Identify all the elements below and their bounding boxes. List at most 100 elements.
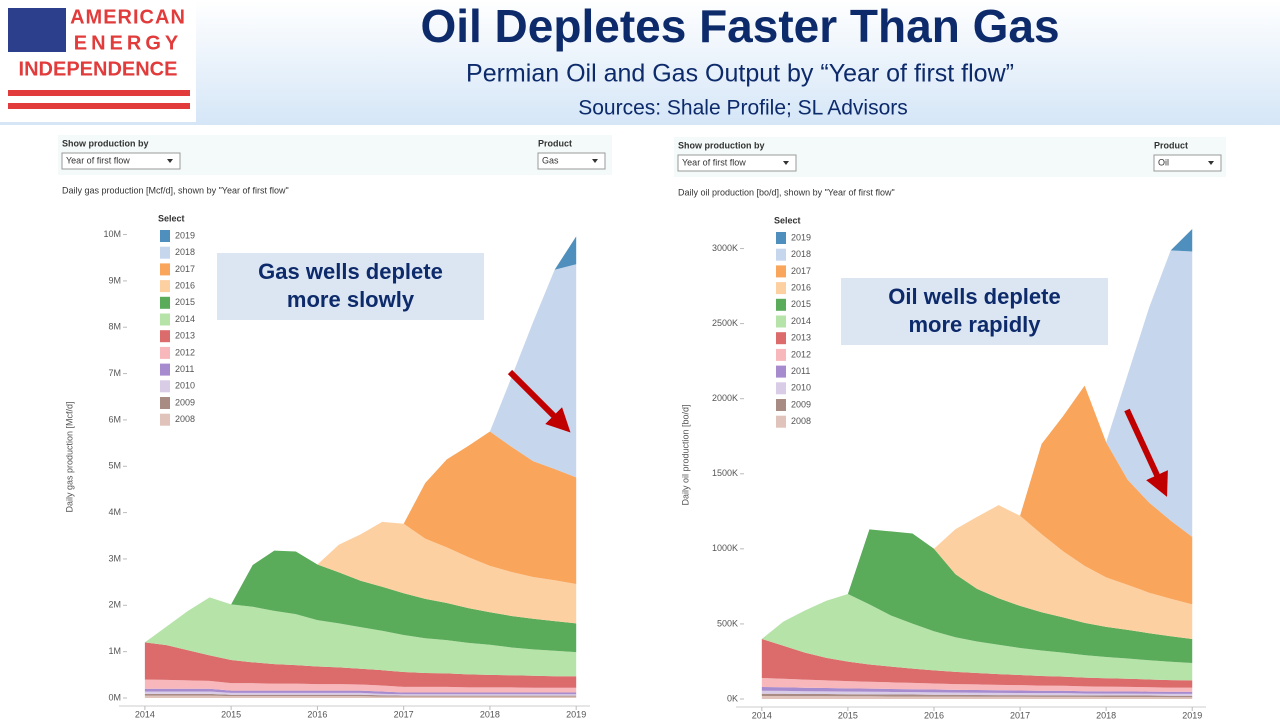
legend-label[interactable]: 2017 bbox=[791, 266, 811, 276]
flag-canton bbox=[8, 8, 66, 52]
x-tick-label: 2017 bbox=[394, 709, 414, 719]
legend-swatch[interactable] bbox=[776, 248, 786, 261]
legend-swatch[interactable] bbox=[160, 397, 170, 409]
y-tick-label: 10M bbox=[103, 229, 121, 239]
legend-swatch[interactable] bbox=[776, 399, 786, 411]
legend-label[interactable]: 2009 bbox=[791, 399, 811, 409]
legend-label[interactable]: 2008 bbox=[175, 414, 195, 424]
legend-swatch[interactable] bbox=[160, 263, 170, 276]
flag-stripe bbox=[8, 103, 190, 109]
legend-swatch[interactable] bbox=[776, 282, 786, 295]
slide-sources: Sources: Shale Profile; SL Advisors bbox=[578, 97, 908, 120]
area bbox=[761, 638, 1193, 688]
legend-label[interactable]: 2010 bbox=[791, 383, 811, 393]
legend-swatch[interactable] bbox=[776, 332, 786, 345]
area bbox=[144, 550, 577, 653]
legend-swatch[interactable] bbox=[776, 315, 786, 328]
legend-label[interactable]: 2012 bbox=[175, 347, 195, 357]
area bbox=[144, 679, 577, 693]
dropdown-arrow bbox=[167, 159, 173, 163]
y-tick-label: 3000K bbox=[712, 243, 738, 253]
y-axis-label: Daily oil production [bo/d] bbox=[680, 404, 690, 505]
dropdown[interactable] bbox=[1153, 154, 1222, 172]
control-label: Product bbox=[538, 138, 572, 148]
y-tick-label: 5M bbox=[108, 461, 121, 471]
legend-label[interactable]: 2014 bbox=[791, 316, 811, 326]
area bbox=[761, 693, 1193, 698]
x-tick-label: 2019 bbox=[566, 709, 586, 719]
legend-label[interactable]: 2016 bbox=[791, 282, 811, 292]
slide-title: Oil Depletes Faster Than Gas bbox=[420, 0, 1059, 52]
legend-label[interactable]: 2012 bbox=[791, 349, 811, 359]
legend-swatch[interactable] bbox=[776, 415, 786, 428]
legend-label[interactable]: 2014 bbox=[175, 314, 195, 324]
legend-label[interactable]: 2009 bbox=[175, 397, 195, 407]
y-tick-label: 1M bbox=[108, 646, 121, 656]
legend-swatch[interactable] bbox=[776, 365, 786, 378]
legend-swatch[interactable] bbox=[160, 246, 170, 259]
y-tick-label: 7M bbox=[108, 368, 121, 378]
dropdown-arrow bbox=[783, 161, 789, 165]
legend-label[interactable]: 2016 bbox=[175, 280, 195, 290]
y-tick-label: 0K bbox=[727, 693, 738, 703]
legend-label[interactable]: 2011 bbox=[175, 364, 194, 374]
x-tick-label: 2016 bbox=[924, 710, 944, 720]
annotation-box bbox=[841, 278, 1108, 345]
y-tick-label: 3M bbox=[108, 553, 121, 563]
legend-swatch[interactable] bbox=[160, 413, 170, 426]
legend-label[interactable]: 2017 bbox=[175, 264, 195, 274]
y-tick-label: 8M bbox=[108, 322, 121, 332]
legend-label[interactable]: 2018 bbox=[791, 249, 811, 259]
dropdown[interactable] bbox=[537, 152, 606, 170]
legend-label[interactable]: 2011 bbox=[791, 366, 810, 376]
y-tick-label: 2M bbox=[108, 600, 121, 610]
flag-stripe bbox=[8, 90, 190, 96]
arrow bbox=[507, 369, 571, 433]
area bbox=[761, 505, 1193, 639]
logo-text: ENERGY bbox=[74, 32, 182, 54]
legend-swatch[interactable] bbox=[160, 330, 170, 343]
legend-swatch[interactable] bbox=[160, 313, 170, 326]
dropdown[interactable] bbox=[677, 154, 797, 172]
control-label: Product bbox=[1154, 140, 1188, 150]
dropdown-value: Year of first flow bbox=[682, 157, 746, 167]
legend-swatch[interactable] bbox=[776, 232, 786, 244]
y-tick-label: 1000K bbox=[712, 543, 738, 553]
x-tick-label: 2019 bbox=[1182, 710, 1202, 720]
area bbox=[144, 521, 577, 643]
y-tick-label: 2500K bbox=[712, 318, 738, 328]
legend-swatch[interactable] bbox=[160, 230, 170, 242]
legend-swatch[interactable] bbox=[160, 380, 170, 393]
legend-label[interactable]: 2019 bbox=[175, 230, 195, 240]
legend-label[interactable]: 2015 bbox=[175, 297, 195, 307]
x-tick-label: 2018 bbox=[480, 709, 500, 719]
legend-swatch[interactable] bbox=[776, 298, 786, 311]
legend-label[interactable]: 2019 bbox=[791, 232, 811, 242]
legend-swatch[interactable] bbox=[776, 382, 786, 395]
y-tick-label: 4M bbox=[108, 507, 121, 517]
legend-label[interactable]: 2013 bbox=[175, 331, 195, 341]
x-tick-label: 2014 bbox=[135, 709, 155, 719]
legend-swatch[interactable] bbox=[160, 296, 170, 309]
legend-label[interactable]: 2013 bbox=[791, 333, 811, 343]
legend-label[interactable]: 2015 bbox=[791, 299, 811, 309]
x-tick-label: 2018 bbox=[1096, 710, 1116, 720]
legend-title: Select bbox=[158, 213, 185, 223]
legend-label[interactable]: 2018 bbox=[175, 247, 195, 257]
legend-swatch[interactable] bbox=[160, 346, 170, 359]
legend-label[interactable]: 2010 bbox=[175, 381, 195, 391]
y-tick-label: 9M bbox=[108, 275, 121, 285]
legend-swatch[interactable] bbox=[776, 265, 786, 278]
area bbox=[761, 594, 1193, 681]
chart: Show production by Year of first flow Prod… bbox=[58, 135, 612, 720]
dropdown-value: Oil bbox=[1158, 157, 1169, 167]
legend-swatch[interactable] bbox=[160, 280, 170, 293]
legend-label[interactable]: 2008 bbox=[791, 416, 811, 426]
legend-swatch[interactable] bbox=[776, 348, 786, 361]
logo-text: INDEPENDENCE bbox=[19, 58, 178, 80]
dropdown[interactable] bbox=[61, 152, 181, 170]
logo: AMERICAN ENERGY INDEPENDENCE bbox=[0, 0, 196, 122]
legend-swatch[interactable] bbox=[160, 363, 170, 376]
